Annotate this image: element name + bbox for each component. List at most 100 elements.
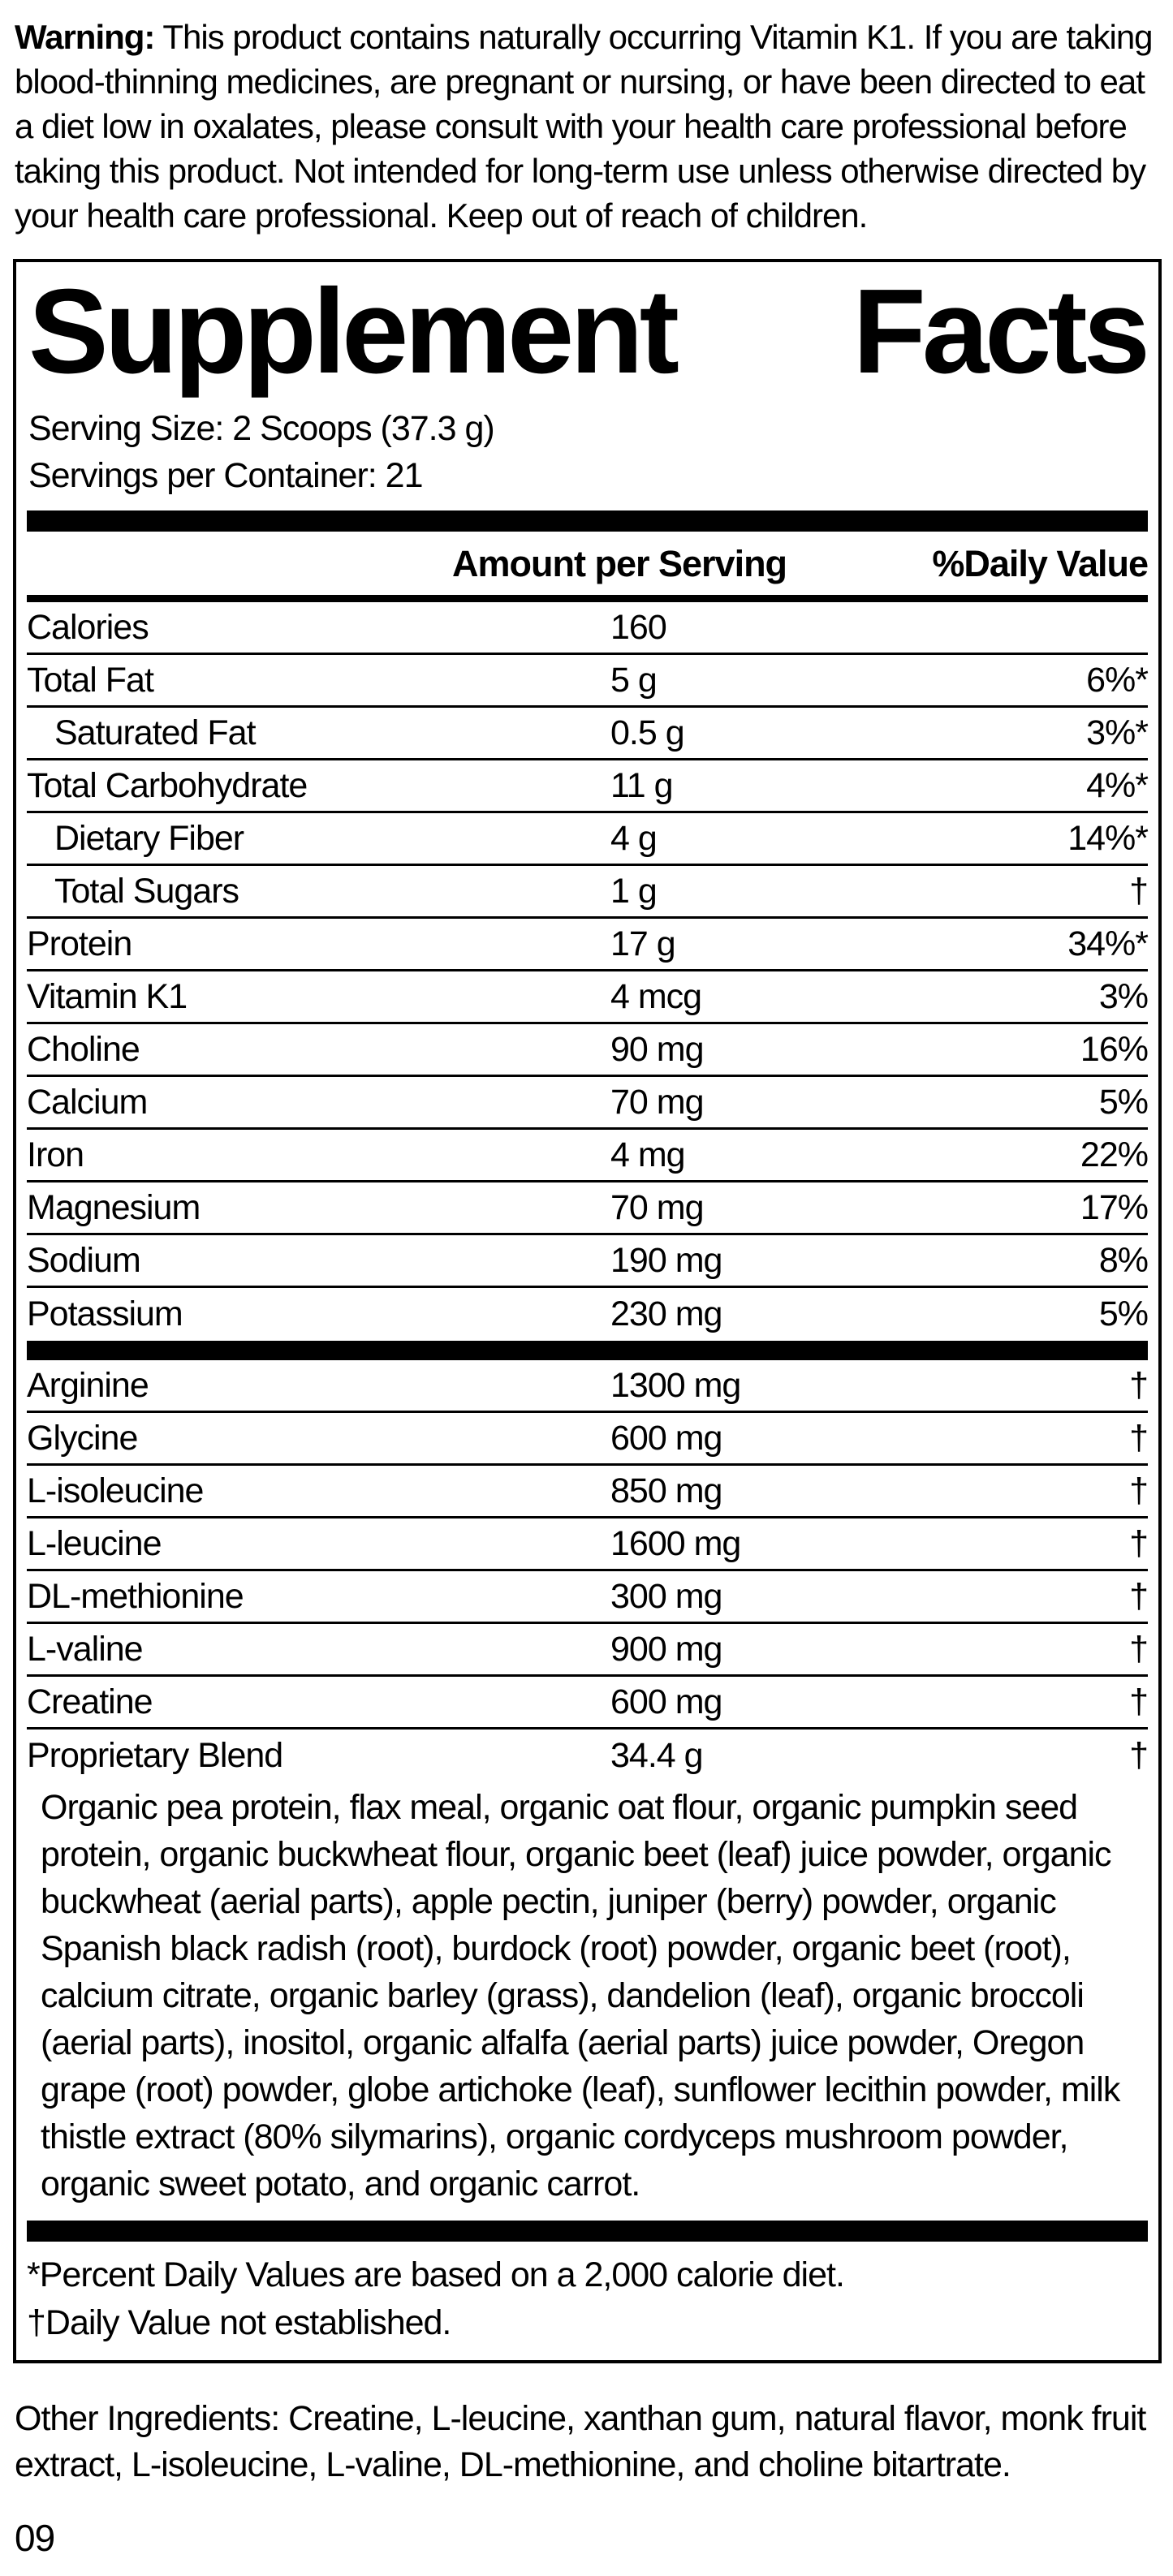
amino-acid-row: L-isoleucine 850 mg †: [27, 1466, 1149, 1518]
nutrient-daily-value: †: [1129, 871, 1149, 911]
amino-acid-daily-value: †: [1129, 1365, 1149, 1405]
amino-acid-name: Glycine: [27, 1418, 138, 1458]
nutrient-row: Total Fat 5 g 6%*: [27, 655, 1149, 708]
proprietary-blend-daily-value: †: [1129, 1736, 1149, 1776]
amino-acid-daily-value: †: [1129, 1523, 1149, 1563]
nutrient-daily-value: 3%: [1098, 976, 1149, 1016]
footnote-percent-daily-value: *Percent Daily Values are based on a 2,0…: [27, 2255, 845, 2294]
amino-acid-row: Glycine 600 mg †: [27, 1413, 1149, 1466]
amino-acid-row: L-valine 900 mg †: [27, 1624, 1149, 1677]
nutrient-name: Protein: [27, 924, 132, 963]
panel-title-word-supplement: Supplement: [28, 265, 679, 398]
amino-acid-amount: 600 mg: [610, 1418, 722, 1458]
amino-acid-daily-value: †: [1129, 1576, 1149, 1616]
column-header-daily-value: %Daily Value: [932, 542, 1149, 584]
nutrient-row: Protein 17 g 34%*: [27, 919, 1149, 971]
nutrient-amount: 11 g: [610, 765, 674, 805]
separator-bar-amino: [27, 1340, 1148, 1360]
nutrient-name: Choline: [27, 1029, 140, 1069]
nutrient-row: Total Sugars 1 g †: [27, 866, 1149, 919]
nutrient-daily-value: 8%: [1098, 1240, 1149, 1280]
column-header-amount: Amount per Serving: [452, 542, 787, 584]
nutrient-amount: 17 g: [610, 924, 676, 963]
nutrient-name: Potassium: [27, 1294, 183, 1334]
nutrient-name: Saturated Fat: [54, 713, 257, 752]
nutrient-amount: 90 mg: [610, 1029, 705, 1069]
amino-acid-daily-value: †: [1129, 1629, 1149, 1669]
amino-acid-row: Arginine 1300 mg †: [27, 1360, 1149, 1413]
nutrient-daily-value: 4%*: [1086, 765, 1149, 805]
nutrient-row: Total Carbohydrate 11 g 4%*: [27, 760, 1149, 813]
amino-acid-name: L-isoleucine: [27, 1471, 204, 1510]
nutrient-rows: Calories 160 Total Fat 5 g 6%* Saturated…: [27, 602, 1149, 1341]
nutrient-row: Saturated Fat 0.5 g 3%*: [27, 708, 1149, 760]
nutrient-amount: 5 g: [610, 660, 658, 700]
nutrient-row: Dietary Fiber 4 g 14%*: [27, 813, 1149, 866]
panel-title: Supplement Facts: [27, 262, 1150, 398]
amino-acid-name: L-leucine: [27, 1523, 162, 1563]
amino-acid-row: Creatine 600 mg †: [27, 1677, 1149, 1730]
nutrient-name: Vitamin K1: [27, 976, 188, 1016]
amino-acid-daily-value: †: [1129, 1418, 1149, 1458]
amino-acid-amount: 300 mg: [610, 1576, 722, 1616]
amino-acid-daily-value: †: [1129, 1471, 1149, 1510]
serving-size: Serving Size: 2 Scoops (37.3 g): [28, 408, 495, 448]
amino-acid-rows: Arginine 1300 mg † Glycine 600 mg † L-is…: [27, 1360, 1149, 1730]
proprietary-blend-name: Proprietary Blend: [27, 1736, 283, 1776]
amino-acid-name: L-valine: [27, 1629, 144, 1669]
column-header-row: Amount per Serving %Daily Value: [27, 532, 1149, 602]
amino-acid-amount: 600 mg: [610, 1682, 722, 1721]
proprietary-blend-row: Proprietary Blend 34.4 g †: [27, 1730, 1149, 1782]
nutrient-name: Dietary Fiber: [54, 818, 244, 858]
nutrient-row: Calcium 70 mg 5%: [27, 1077, 1149, 1130]
serving-info: Serving Size: 2 Scoops (37.3 g) Servings…: [27, 397, 1148, 510]
nutrient-daily-value: 17%: [1080, 1187, 1149, 1227]
nutrient-row: Vitamin K1 4 mcg 3%: [27, 971, 1149, 1024]
supplement-facts-panel: Supplement Facts Serving Size: 2 Scoops …: [13, 259, 1162, 2363]
amino-acid-name: Arginine: [27, 1365, 149, 1405]
proprietary-blend-amount: 34.4 g: [610, 1736, 704, 1776]
nutrient-daily-value: 22%: [1080, 1135, 1149, 1174]
nutrient-row: Sodium 190 mg 8%: [27, 1235, 1149, 1288]
nutrient-row: Potassium 230 mg 5%: [27, 1288, 1149, 1341]
nutrient-name: Calcium: [27, 1082, 148, 1122]
warning-text: This product contains naturally occurrin…: [15, 18, 1154, 235]
separator-bar-footnotes: [27, 2220, 1148, 2242]
warning-paragraph: Warning: This product contains naturally…: [15, 15, 1160, 238]
other-ingredients: Other Ingredients: Creatine, L-leucine, …: [15, 2398, 1146, 2484]
amino-acid-row: L-leucine 1600 mg †: [27, 1518, 1149, 1571]
separator-bar-top: [27, 510, 1148, 532]
nutrient-daily-value: 16%: [1080, 1029, 1149, 1069]
nutrient-amount: 160: [610, 607, 667, 647]
nutrient-amount: 4 mg: [610, 1135, 686, 1174]
nutrient-name: Magnesium: [27, 1187, 201, 1227]
warning-label: Warning:: [15, 18, 155, 56]
amino-acid-row: DL-methionine 300 mg †: [27, 1571, 1149, 1624]
footnote-daily-value-not-established: †Daily Value not established.: [27, 2302, 451, 2342]
nutrient-amount: 0.5 g: [610, 713, 685, 752]
nutrient-daily-value: 34%*: [1067, 924, 1149, 963]
amino-acid-amount: 1600 mg: [610, 1523, 741, 1563]
servings-per-container: Servings per Container: 21: [28, 455, 424, 495]
nutrient-daily-value: 3%*: [1086, 713, 1149, 752]
amino-acid-amount: 850 mg: [610, 1471, 722, 1510]
nutrient-name: Sodium: [27, 1240, 141, 1280]
nutrient-name: Total Carbohydrate: [27, 765, 308, 805]
nutrient-amount: 4 g: [610, 818, 658, 858]
nutrient-daily-value: 5%: [1098, 1082, 1149, 1122]
amino-acid-amount: 1300 mg: [610, 1365, 741, 1405]
amino-acid-amount: 900 mg: [610, 1629, 722, 1669]
nutrient-daily-value: 6%*: [1086, 660, 1149, 700]
nutrient-row: Iron 4 mg 22%: [27, 1130, 1149, 1182]
nutrient-name: Total Fat: [27, 660, 154, 700]
page-code: 09: [15, 2516, 55, 2559]
panel-title-word-facts: Facts: [852, 265, 1150, 398]
proprietary-blend-description: Organic pea protein, flax meal, organic …: [41, 1787, 1120, 2203]
nutrient-amount: 4 mcg: [610, 976, 702, 1016]
nutrient-amount: 190 mg: [610, 1240, 722, 1280]
nutrient-row: Calories 160: [27, 602, 1148, 655]
nutrient-amount: 230 mg: [610, 1294, 722, 1334]
nutrient-amount: 70 mg: [610, 1082, 705, 1122]
amino-acid-daily-value: †: [1129, 1682, 1149, 1721]
